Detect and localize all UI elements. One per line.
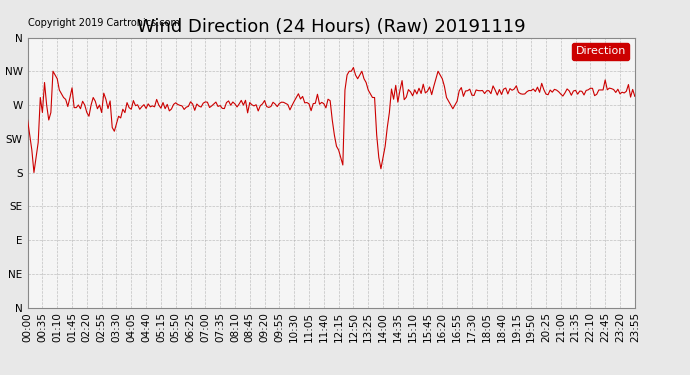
Text: Copyright 2019 Cartronics.com: Copyright 2019 Cartronics.com (28, 18, 179, 28)
Legend: Direction: Direction (572, 43, 629, 60)
Title: Wind Direction (24 Hours) (Raw) 20191119: Wind Direction (24 Hours) (Raw) 20191119 (137, 18, 526, 36)
